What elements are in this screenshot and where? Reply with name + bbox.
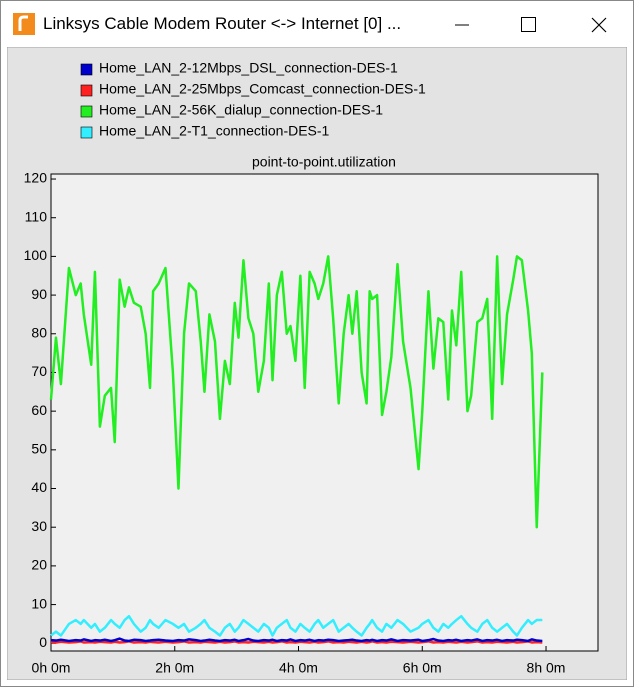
title-bar: Linksys Cable Modem Router <-> Internet … bbox=[1, 1, 633, 47]
y-tick-label: 100 bbox=[24, 247, 48, 263]
chart-title: point-to-point.utilization bbox=[252, 154, 396, 170]
legend-swatch bbox=[80, 105, 93, 118]
legend-label: Home_LAN_2-56K_dialup_connection-DES-1 bbox=[99, 102, 383, 118]
legend-label: Home_LAN_2-25Mbps_Comcast_connection-DES… bbox=[99, 81, 426, 97]
x-tick-label: 6h 0m bbox=[403, 660, 442, 676]
y-tick-label: 50 bbox=[31, 441, 47, 457]
x-tick-label: 4h 0m bbox=[279, 660, 318, 676]
y-tick-label: 90 bbox=[31, 286, 47, 302]
y-tick-label: 110 bbox=[25, 208, 48, 224]
series-line bbox=[50, 637, 543, 643]
window-title: Linksys Cable Modem Router <-> Internet … bbox=[43, 14, 402, 33]
y-tick-label: 30 bbox=[31, 518, 47, 534]
y-tick-label: 40 bbox=[31, 479, 47, 495]
series-line bbox=[50, 640, 543, 644]
legend-swatch bbox=[80, 84, 93, 97]
series-line bbox=[50, 614, 543, 637]
legend-label: Home_LAN_2-T1_connection-DES-1 bbox=[99, 123, 330, 139]
y-tick-label: 20 bbox=[31, 557, 47, 573]
maximize-button[interactable] bbox=[521, 17, 536, 32]
close-button[interactable] bbox=[591, 17, 607, 33]
y-tick-label: 80 bbox=[31, 324, 47, 340]
chart: point-to-point.utilization Home_LAN_2-12… bbox=[7, 47, 627, 680]
legend-swatch bbox=[80, 63, 93, 76]
legend-label: Home_LAN_2-12Mbps_DSL_connection-DES-1 bbox=[99, 60, 398, 76]
y-tick-label: 70 bbox=[31, 363, 47, 379]
x-tick-label: 2h 0m bbox=[155, 660, 194, 676]
y-tick-label: 10 bbox=[31, 595, 47, 611]
series-line bbox=[49, 255, 544, 529]
plot-area bbox=[50, 173, 599, 652]
legend-swatch bbox=[80, 126, 93, 139]
x-tick-label: 0h 0m bbox=[32, 660, 71, 676]
title-bar-icons bbox=[13, 13, 607, 35]
y-tick-label: 120 bbox=[24, 170, 48, 186]
y-tick-label: 60 bbox=[31, 402, 47, 418]
x-tick-label: 8h 0m bbox=[527, 660, 566, 676]
y-tick-label: 0 bbox=[39, 634, 47, 650]
